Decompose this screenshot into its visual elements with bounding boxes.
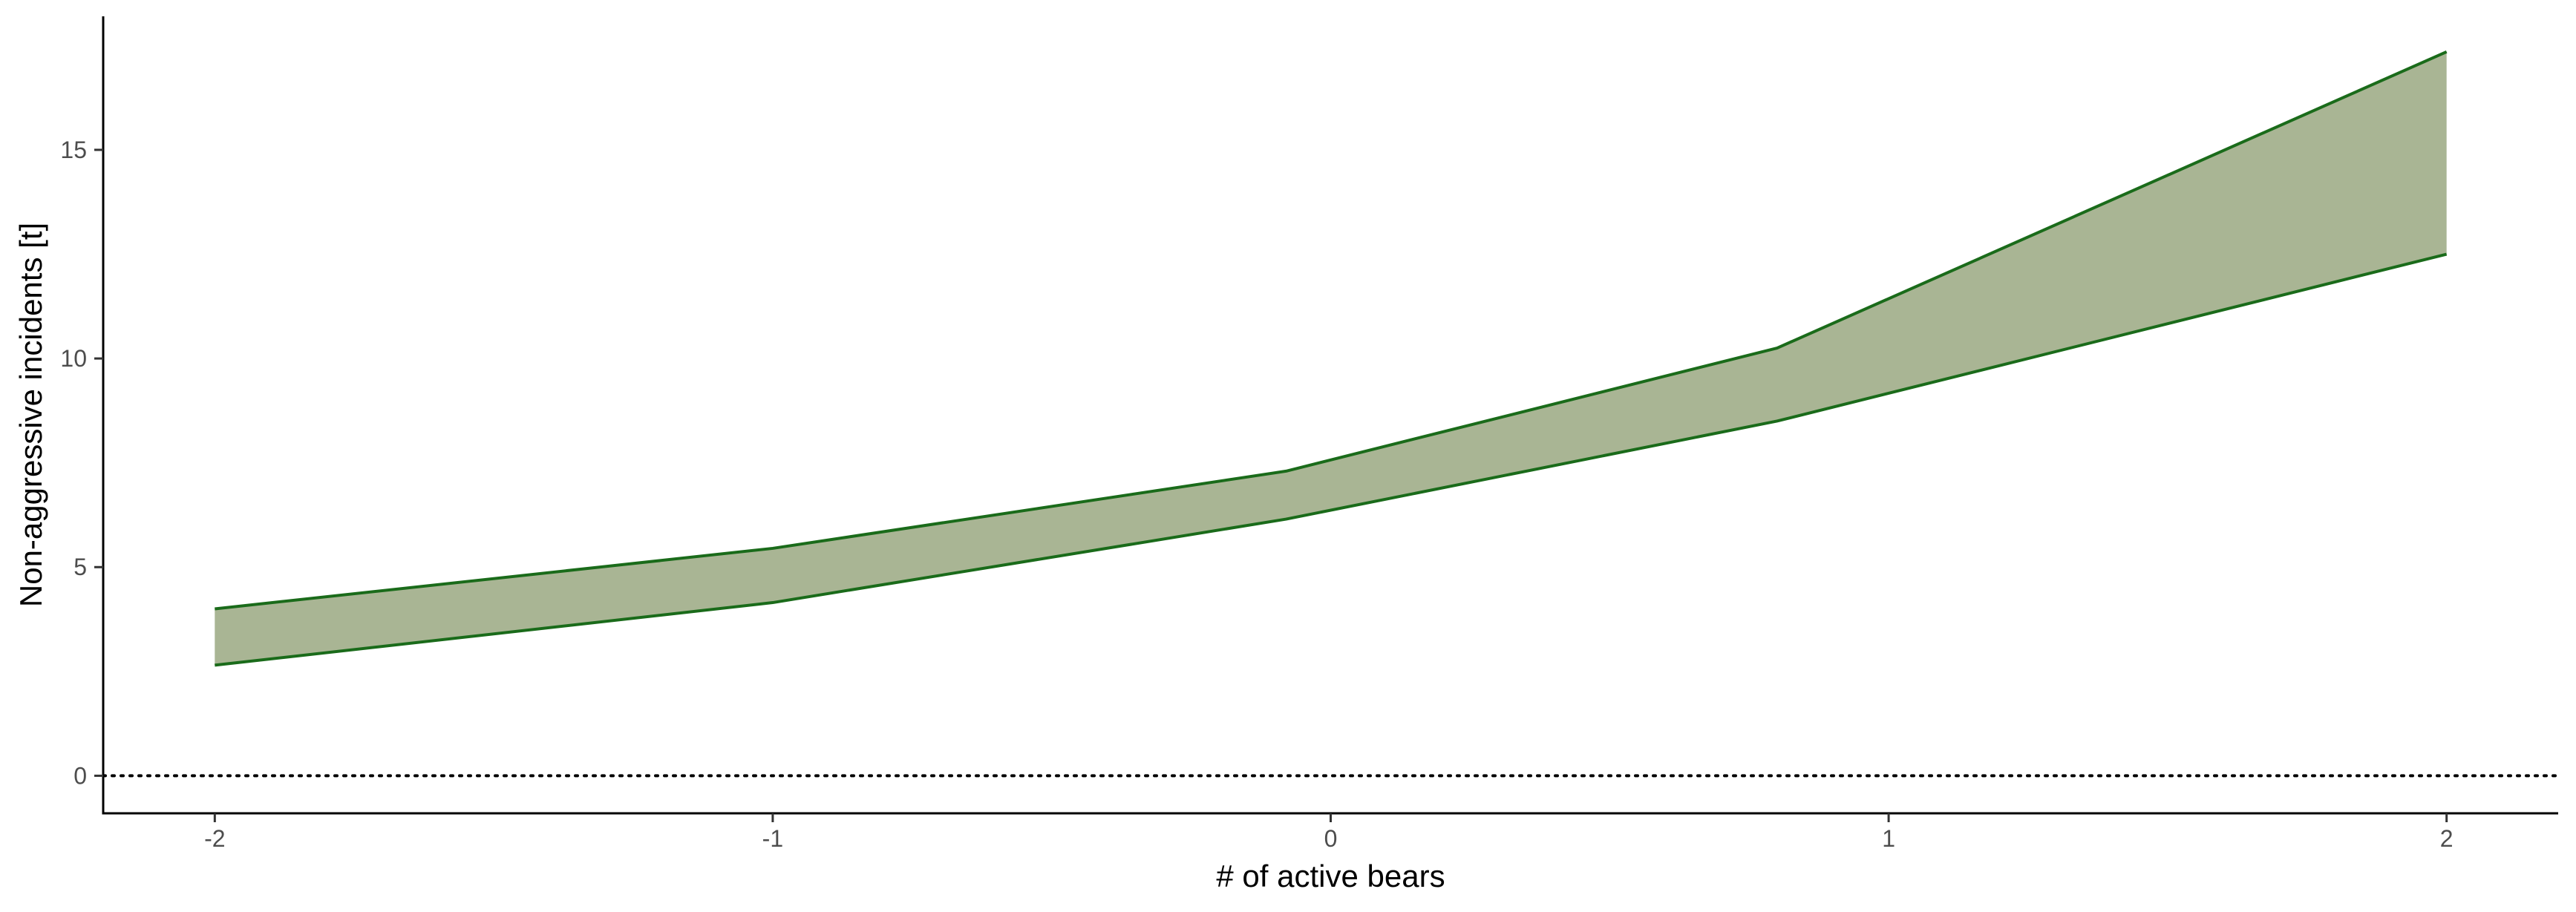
axes xyxy=(102,16,2558,815)
x-tick-label: 2 xyxy=(2440,825,2454,852)
ribbon-band xyxy=(215,51,2447,666)
x-tick-label: -2 xyxy=(204,825,225,852)
plot-area xyxy=(102,50,2560,778)
y-tick-label: 10 xyxy=(60,345,87,372)
x-tick-label: 0 xyxy=(1324,825,1338,852)
x-axis-title: # of active bears xyxy=(1216,859,1445,893)
ribbon-lower-line xyxy=(215,252,2448,667)
y-tick-label: 0 xyxy=(73,762,87,789)
x-tick-label: 1 xyxy=(1882,825,1895,852)
y-axis-ticks: 0 5 10 15 xyxy=(60,137,103,789)
y-tick-label: 5 xyxy=(73,554,87,580)
ribbon-upper-line xyxy=(215,50,2448,611)
x-tick-label: -1 xyxy=(762,825,783,852)
y-tick-label: 15 xyxy=(60,137,87,163)
y-axis-title: Non-aggressive incidents [t] xyxy=(13,223,48,607)
x-axis-ticks: -2 -1 0 1 2 xyxy=(204,813,2454,852)
